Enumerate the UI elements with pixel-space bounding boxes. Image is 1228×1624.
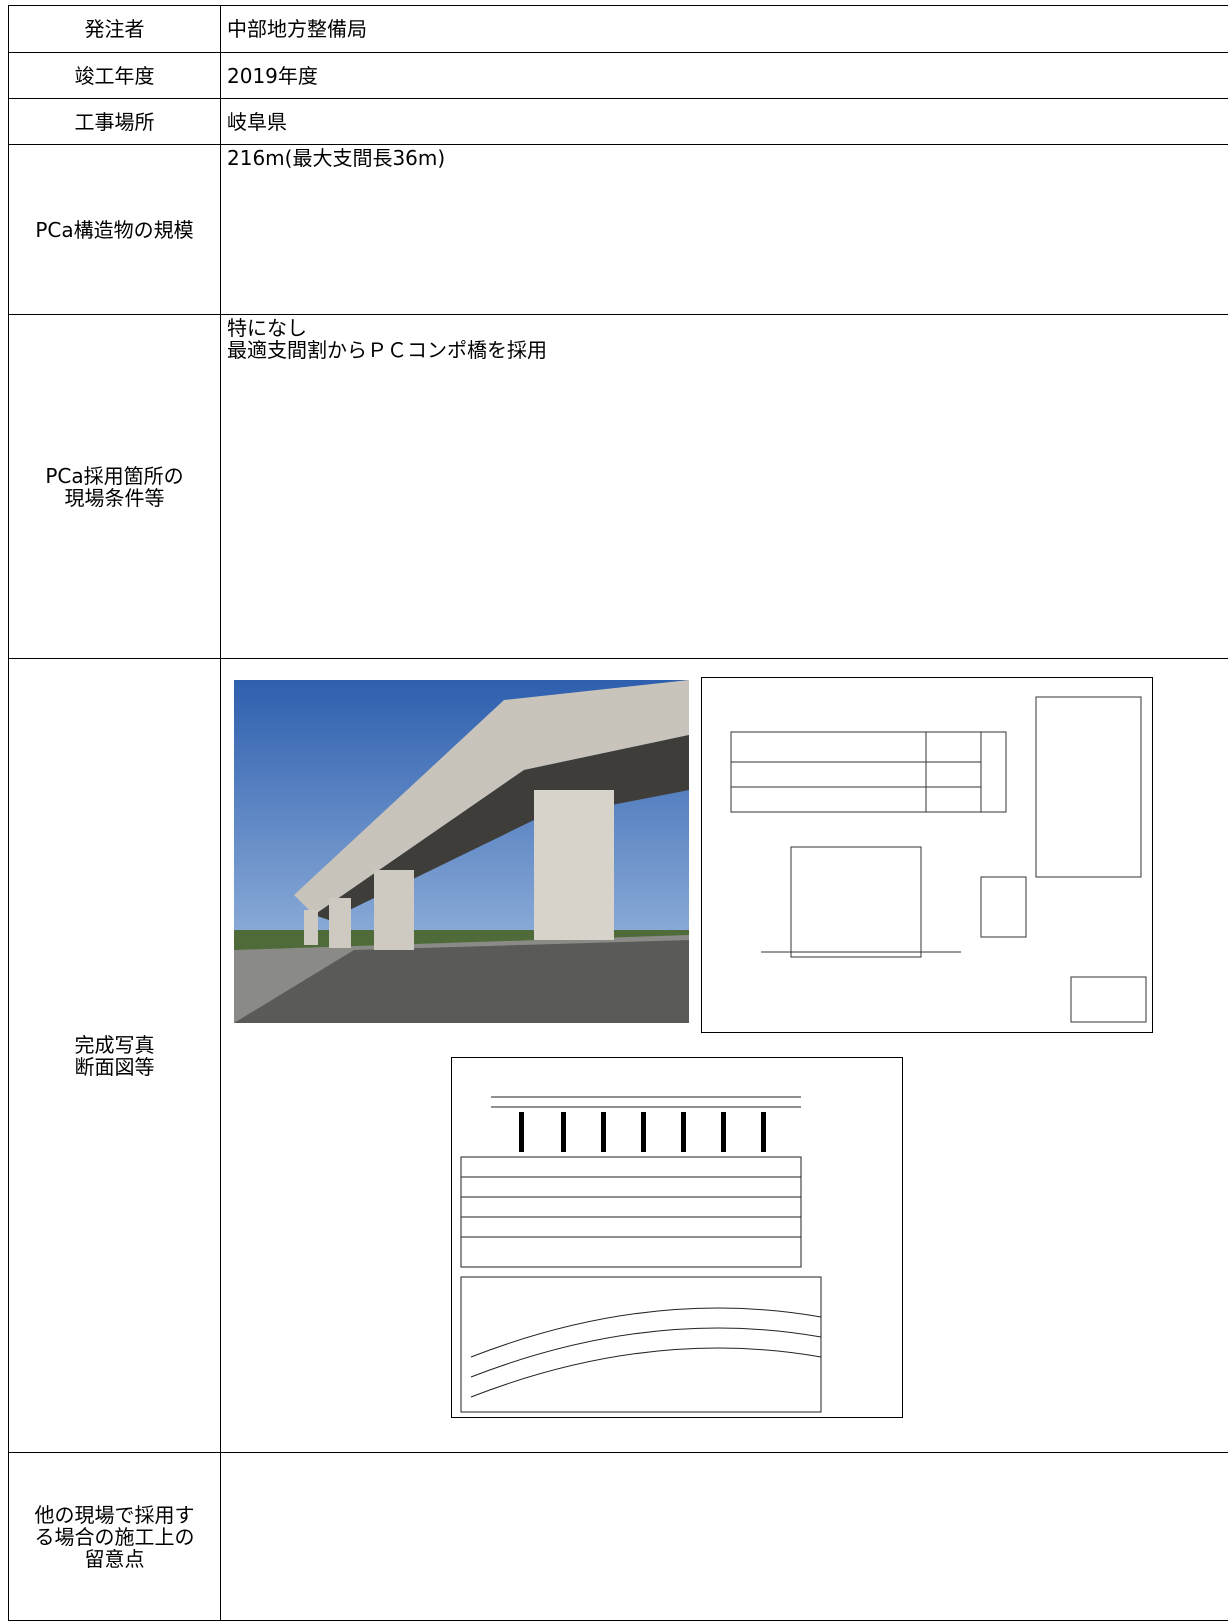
label-line: PCa構造物の規模 xyxy=(35,217,194,242)
row-label: PCa採用箇所の 現場条件等 xyxy=(8,314,221,659)
row-value xyxy=(220,1452,1228,1621)
label-line: 発注者 xyxy=(84,17,145,41)
row-label: 工事場所 xyxy=(8,98,221,145)
label-line: 現場条件等 xyxy=(64,485,165,510)
drawing-profile xyxy=(451,1057,903,1418)
drawing-general xyxy=(701,677,1153,1033)
row-label: PCa構造物の規模 xyxy=(8,144,221,315)
completion-photo xyxy=(234,680,689,1023)
row-value: 特になし 最適支間割からＰＣコンポ橋を採用 xyxy=(220,314,1228,659)
row-label: 完成写真 断面図等 xyxy=(8,658,221,1453)
row-value: 中部地方整備局 xyxy=(220,5,1228,53)
value-line: 2019年度 xyxy=(227,63,318,88)
value-line: 最適支間割からＰＣコンポ橋を採用 xyxy=(227,338,547,362)
value-line: 中部地方整備局 xyxy=(227,17,367,41)
row-value: 岐阜県 xyxy=(220,98,1228,145)
label-line: 工事場所 xyxy=(74,109,155,134)
row-value: 216m(最大支間長36m) xyxy=(220,144,1228,315)
label-line: PCa採用箇所の xyxy=(45,463,184,488)
label-line: 完成写真 xyxy=(74,1032,155,1057)
label-line: る場合の施工上の xyxy=(34,1524,195,1549)
label-line: 他の現場で採用す xyxy=(34,1502,195,1527)
value-line: 特になし xyxy=(227,316,307,340)
label-line: 断面図等 xyxy=(74,1054,155,1079)
row-value: 2019年度 xyxy=(220,52,1228,99)
value-line: 岐阜県 xyxy=(227,109,287,134)
row-label: 発注者 xyxy=(8,5,221,53)
label-line: 留意点 xyxy=(84,1546,145,1571)
value-line: 216m(最大支間長36m) xyxy=(227,146,446,170)
row-label: 他の現場で採用す る場合の施工上の 留意点 xyxy=(8,1452,221,1621)
row-label: 竣工年度 xyxy=(8,52,221,99)
label-line: 竣工年度 xyxy=(74,63,155,88)
